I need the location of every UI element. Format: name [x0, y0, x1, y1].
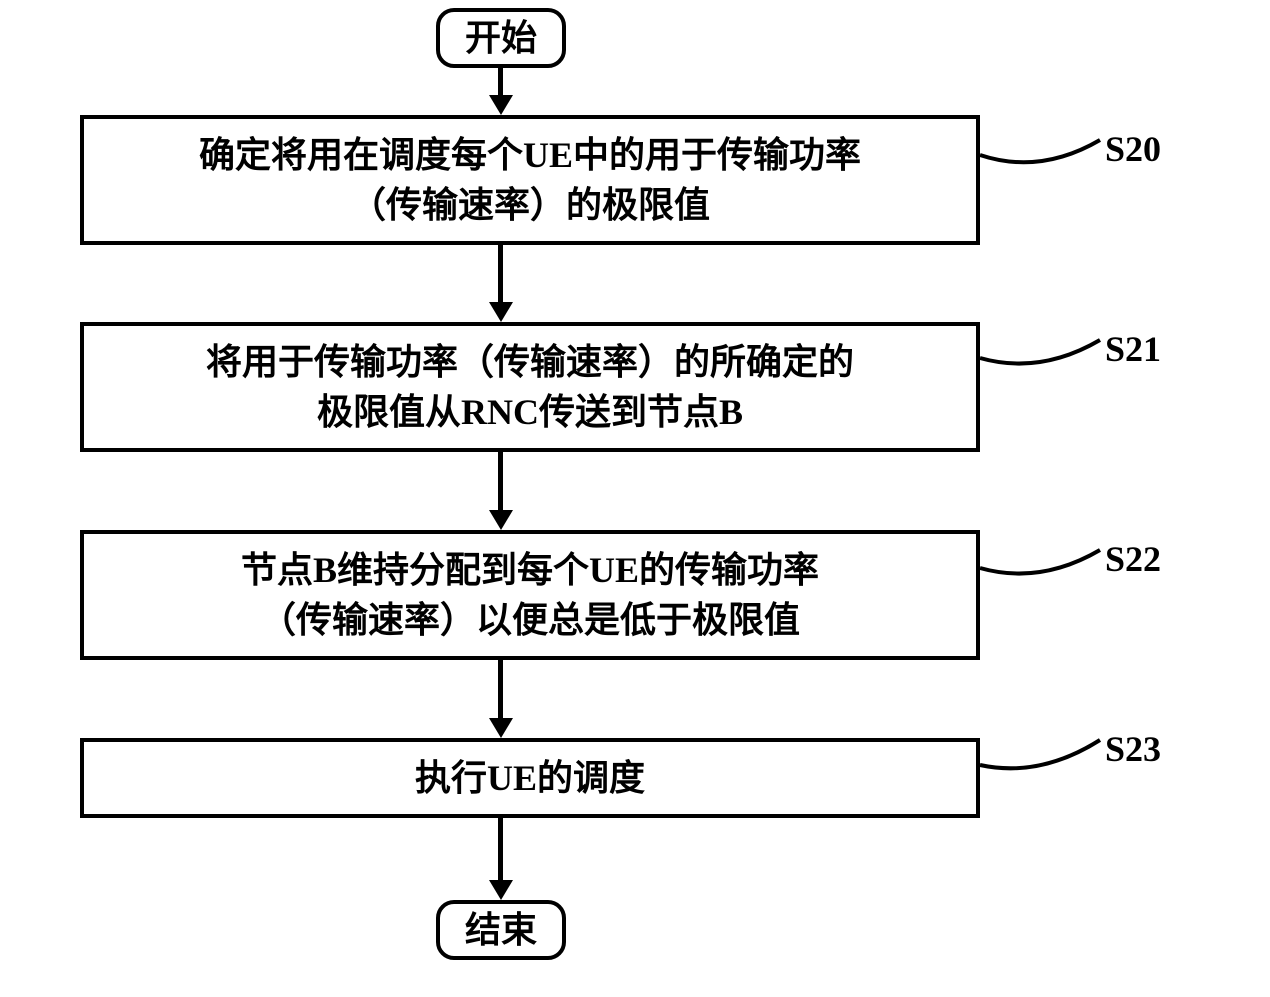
node-label: 执行UE的调度 [395, 745, 665, 811]
step-label-s23: S23 [1105, 728, 1161, 770]
connector-curve [980, 130, 1110, 180]
connector-curve [980, 730, 1110, 780]
node-label: 开始 [445, 5, 557, 71]
step-label-s22: S22 [1105, 538, 1161, 580]
step-label-s20: S20 [1105, 128, 1161, 170]
flow-node-s23: 执行UE的调度 [80, 738, 980, 818]
flow-node-s20: 确定将用在调度每个UE中的用于传输功率 （传输速率）的极限值 [80, 115, 980, 245]
node-label: 确定将用在调度每个UE中的用于传输功率 （传输速率）的极限值 [179, 122, 881, 239]
node-label: 结束 [445, 897, 557, 963]
flow-node-s21: 将用于传输功率（传输速率）的所确定的 极限值从RNC传送到节点B [80, 322, 980, 452]
node-label: 将用于传输功率（传输速率）的所确定的 极限值从RNC传送到节点B [186, 329, 874, 446]
step-label-s21: S21 [1105, 328, 1161, 370]
flow-node-end: 结束 [436, 900, 566, 960]
node-label: 节点B维持分配到每个UE的传输功率 （传输速率）以便总是低于极限值 [221, 537, 839, 654]
flow-node-s22: 节点B维持分配到每个UE的传输功率 （传输速率）以便总是低于极限值 [80, 530, 980, 660]
connector-curve [980, 330, 1110, 380]
connector-curve [980, 540, 1110, 590]
flow-node-start: 开始 [436, 8, 566, 68]
flowchart-container: 开始 确定将用在调度每个UE中的用于传输功率 （传输速率）的极限值 S20 将用… [0, 0, 1270, 997]
